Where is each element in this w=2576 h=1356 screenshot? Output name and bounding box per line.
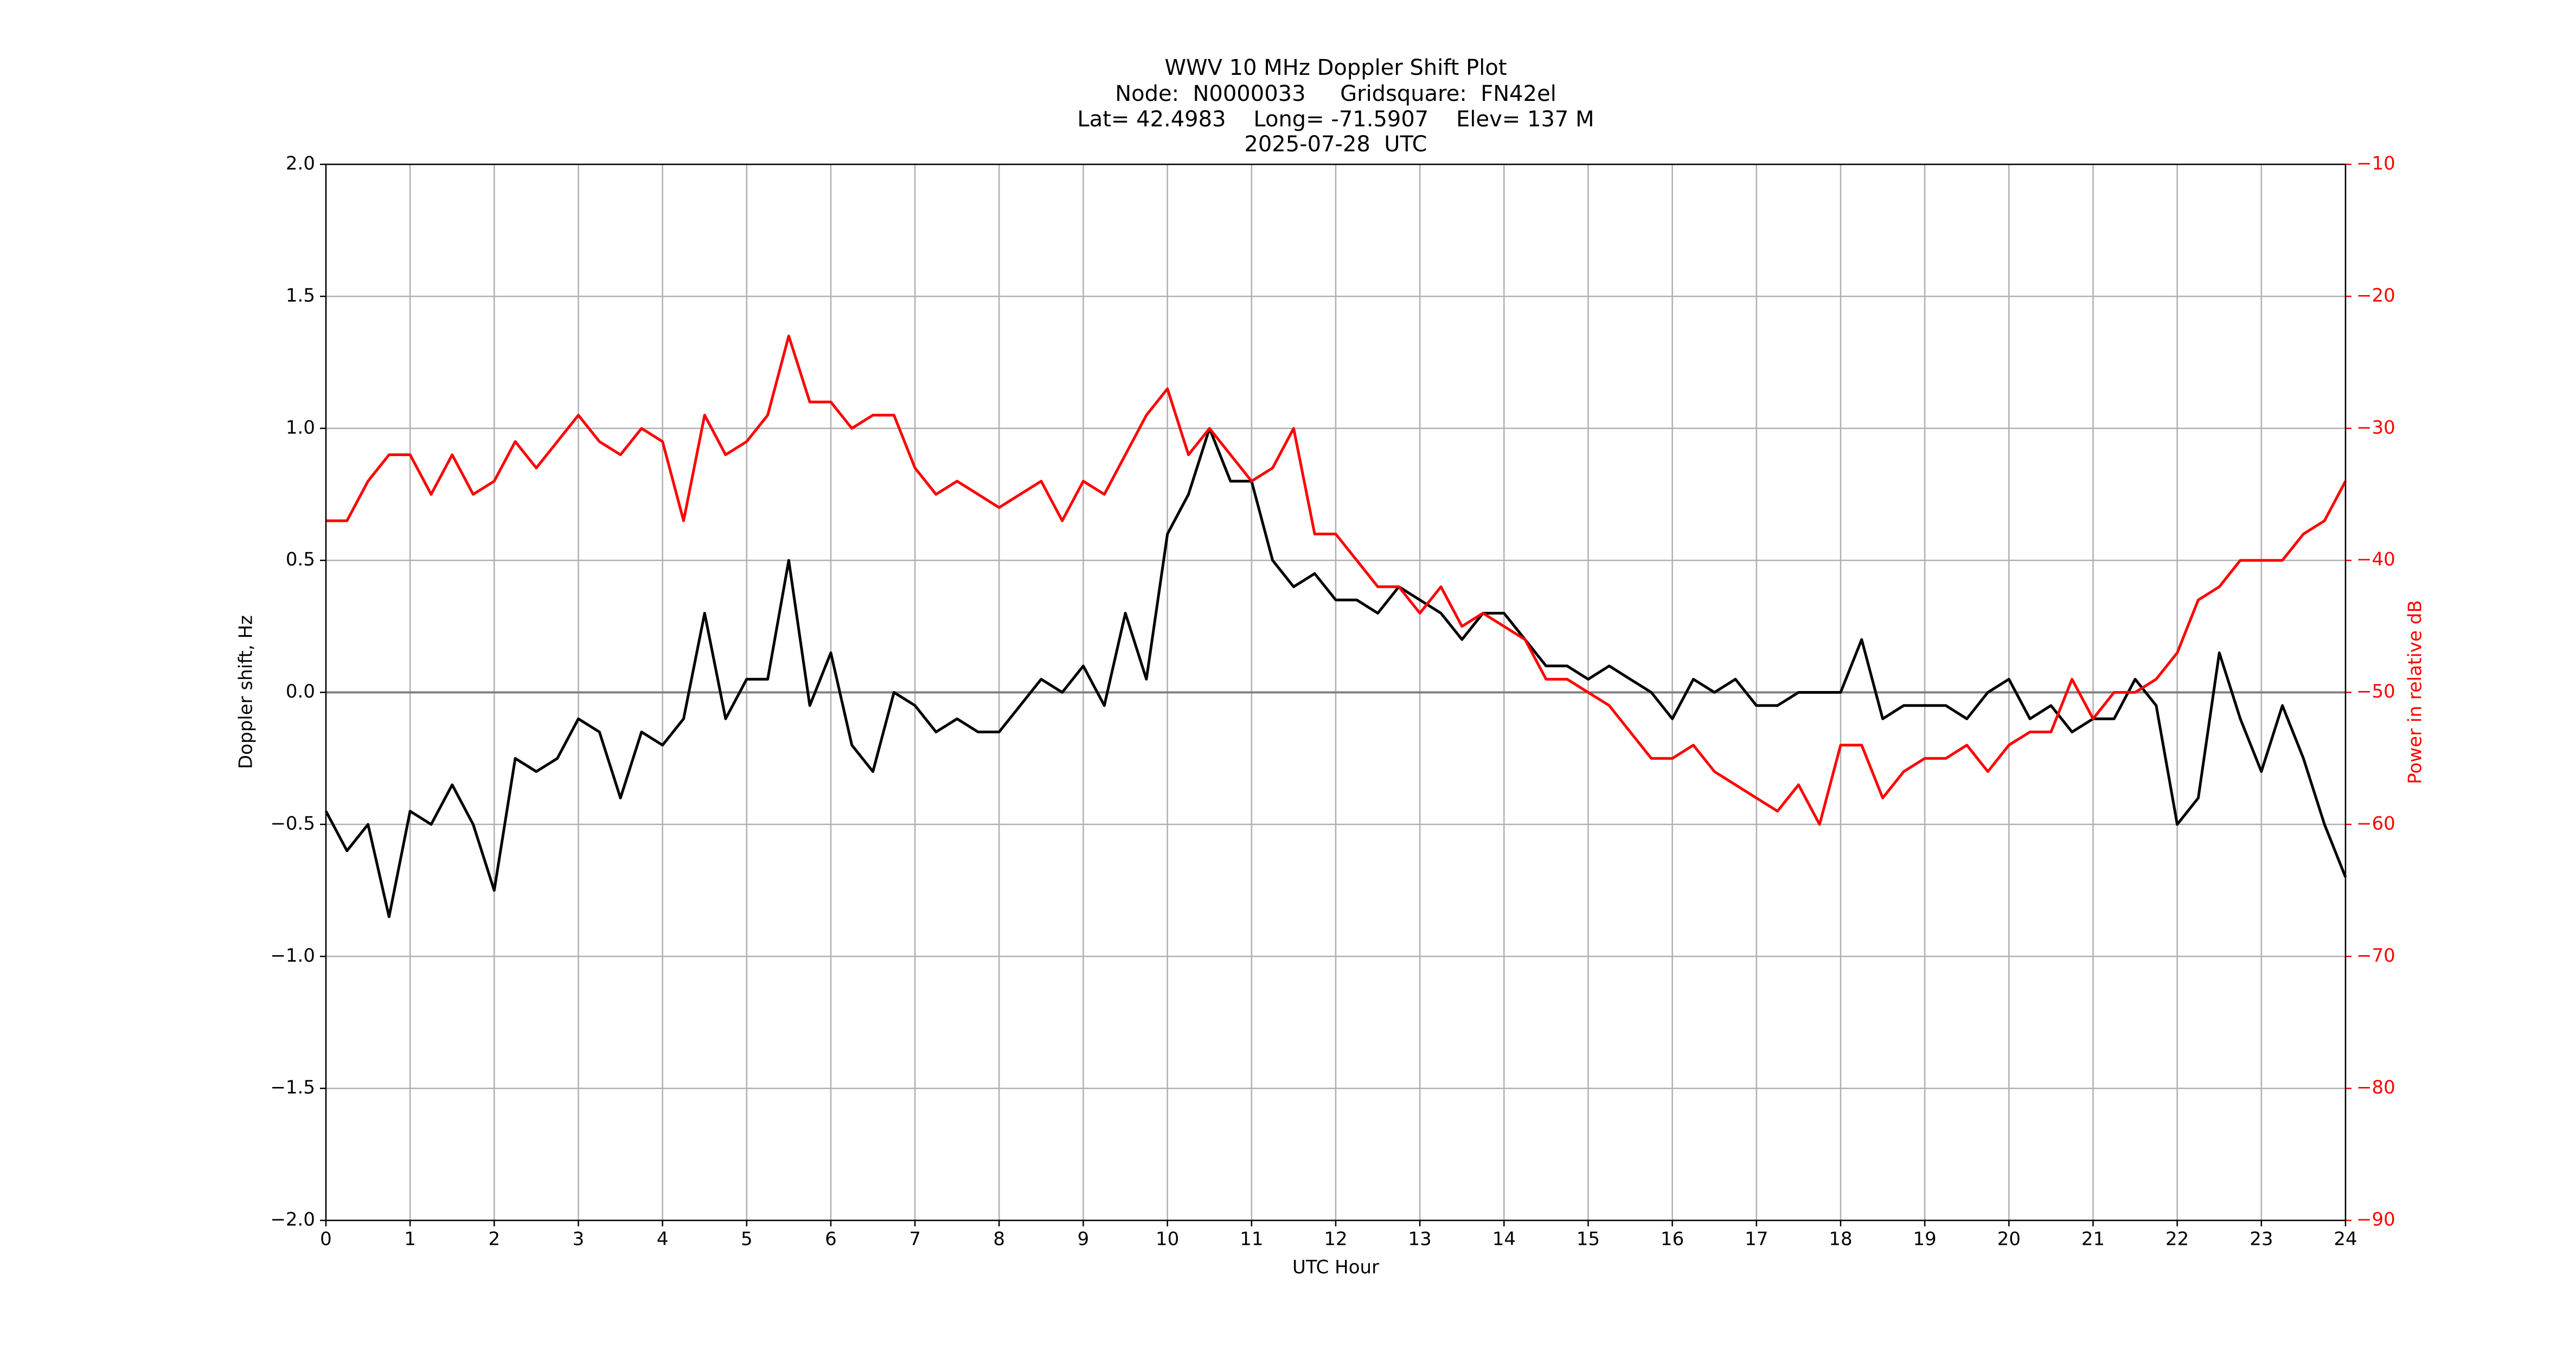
- x-axis-label: UTC Hour: [1292, 1257, 1379, 1278]
- y2-axis-label: Power in relative dB: [2405, 600, 2426, 784]
- chart-title: 2025-07-28 UTC: [1244, 132, 1427, 157]
- y-tick-label: −1.0: [270, 945, 315, 967]
- x-tick-label: 23: [2250, 1229, 2273, 1250]
- y-tick-label: 1.5: [286, 285, 315, 306]
- x-tick-label: 7: [909, 1229, 921, 1250]
- x-tick-label: 5: [741, 1229, 753, 1250]
- y2-tick-label: −90: [2356, 1209, 2395, 1231]
- data-line: [324, 427, 2347, 918]
- x-tick-label: 22: [2165, 1229, 2189, 1250]
- x-tick-label: 24: [2334, 1229, 2357, 1250]
- x-tick-label: 14: [1492, 1229, 1516, 1250]
- x-tick-label: 15: [1577, 1229, 1600, 1250]
- chart-title: Lat= 42.4983 Long= -71.5907 Elev= 137 M: [1077, 107, 1594, 132]
- chart-title: Node: N0000033 Gridsquare: FN42el: [1115, 81, 1556, 106]
- plot-frame: [325, 163, 2347, 1221]
- x-tick-label: 3: [573, 1229, 585, 1250]
- x-tick-label: 9: [1078, 1229, 1090, 1250]
- y2-tick-label: −40: [2356, 549, 2395, 571]
- y2-tick-label: −50: [2356, 681, 2395, 702]
- y-tick-label: 0.0: [286, 681, 315, 702]
- y2-tick-label: −10: [2356, 153, 2395, 175]
- y-axis-label: Doppler shift, Hz: [235, 615, 257, 769]
- x-tick-label: 19: [1913, 1229, 1937, 1250]
- chart-title: WWV 10 MHz Doppler Shift Plot: [1164, 55, 1507, 80]
- x-tick-label: 4: [657, 1229, 669, 1250]
- x-tick-label: 21: [2081, 1229, 2105, 1250]
- x-tick-label: 10: [1156, 1229, 1179, 1250]
- x-tick-label: 12: [1324, 1229, 1347, 1250]
- x-tick-label: 18: [1829, 1229, 1852, 1250]
- y2-tick-label: −80: [2356, 1077, 2395, 1098]
- data-line: [326, 334, 2347, 826]
- x-tick-label: 13: [1408, 1229, 1432, 1250]
- y-tick-label: −2.0: [270, 1209, 315, 1231]
- y-tick-label: −0.5: [270, 813, 315, 834]
- x-tick-label: 6: [825, 1229, 837, 1250]
- x-tick-label: 8: [994, 1229, 1005, 1250]
- y2-tick-label: −20: [2356, 285, 2395, 306]
- y2-tick-label: −60: [2356, 813, 2395, 834]
- y2-tick-label: −30: [2356, 417, 2395, 438]
- x-tick-label: 20: [1997, 1229, 2021, 1250]
- x-tick-label: 17: [1745, 1229, 1768, 1250]
- y2-tick-label: −70: [2356, 945, 2395, 967]
- y-tick-label: 1.0: [286, 417, 315, 438]
- y-tick-label: 0.5: [286, 549, 315, 571]
- x-tick-label: 11: [1240, 1229, 1263, 1250]
- x-tick-label: 0: [320, 1229, 332, 1250]
- x-tick-label: 1: [404, 1229, 416, 1250]
- x-tick-label: 16: [1661, 1229, 1684, 1250]
- y-tick-label: −1.5: [270, 1077, 315, 1098]
- y-tick-label: 2.0: [286, 153, 315, 175]
- x-tick-label: 2: [489, 1229, 501, 1250]
